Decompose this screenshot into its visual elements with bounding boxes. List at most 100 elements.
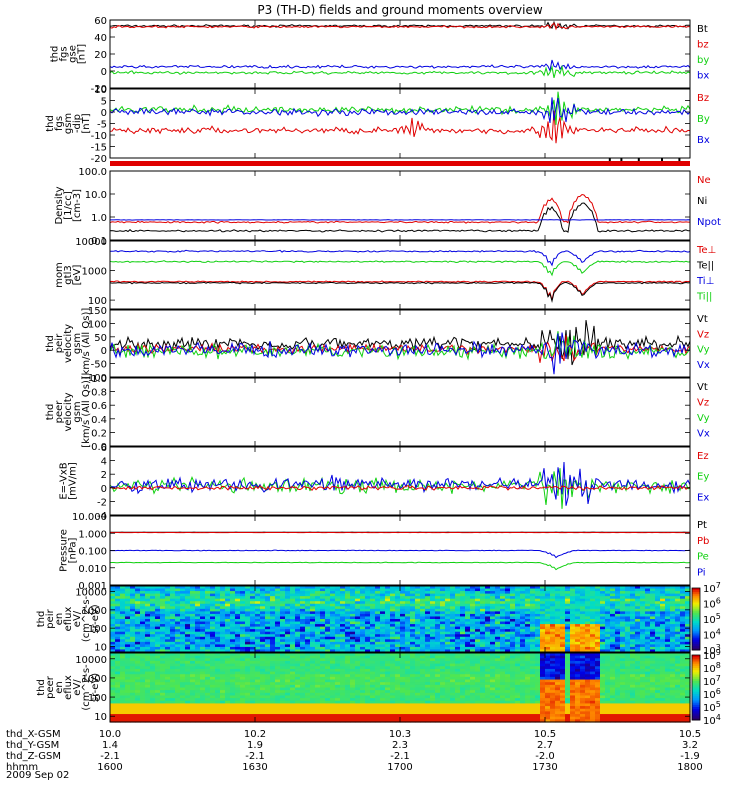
panel-frame xyxy=(109,19,691,89)
y-tick-label: 60 xyxy=(94,16,107,27)
legend-entry: Ey xyxy=(697,472,709,483)
y-tick-label: -2 xyxy=(97,497,107,508)
axis-row-value: 10.3 xyxy=(389,729,411,740)
colorbar-label: 103 xyxy=(703,643,721,657)
legend-entry: Vx xyxy=(697,429,710,440)
y-tick-label: 0.0 xyxy=(91,442,107,453)
axis-row-value: -2.1 xyxy=(100,751,120,762)
legend-entry: Vt xyxy=(697,314,708,325)
panel-frame xyxy=(109,377,691,447)
axis-row-value: 10.2 xyxy=(244,729,266,740)
legend-entry: Pe xyxy=(697,552,709,563)
y-tick-label: -10 xyxy=(91,131,107,142)
status-mark xyxy=(678,158,681,161)
panel-frame xyxy=(109,446,691,516)
axis-row-value: 1800 xyxy=(677,762,702,773)
y-tick-label: 1000 xyxy=(82,267,107,278)
y-tick-label: 0.2 xyxy=(91,428,107,439)
legend: Te⊥ Te|| Ti⊥ Ti|| xyxy=(696,245,716,303)
plot-title: P3 (TH-D) fields and ground moments over… xyxy=(257,3,542,17)
y-tick-label: 0.1 xyxy=(91,236,107,247)
legend-entry: Te⊥ xyxy=(696,245,716,256)
legend: Vt Vz Vy Vx xyxy=(697,382,710,440)
y-tick-label: -50 xyxy=(91,360,107,371)
legend-entry: Ne xyxy=(697,175,711,186)
y-tick-label: 0.4 xyxy=(91,415,107,426)
series-line xyxy=(109,59,691,73)
y-tick-label: 10000 xyxy=(75,588,107,599)
legend-entry: bx xyxy=(697,71,709,82)
axis-row-value: 2.3 xyxy=(392,740,408,751)
panel-ylabel: thdfgsgsm-dip[nT] xyxy=(45,113,92,134)
series-line xyxy=(109,91,691,125)
panel-4: momgtl3[eV] Te⊥ Te|| Ti⊥ Ti|| 10000 1000 100 xyxy=(54,237,716,310)
panel-8: Pressure[nPa] Pt Pb Pe Pi 10.000 1.000 0.100 0.0… xyxy=(59,512,710,592)
y-tick-label: 1000 xyxy=(82,674,107,685)
y-tick-label: 4 xyxy=(101,457,107,468)
legend: Bt bz by bx xyxy=(697,24,709,82)
y-tick-label: 0 xyxy=(101,346,107,357)
y-tick-label: 10.000 xyxy=(72,512,107,523)
panel-3: Density[1/cc][cm-3] Ne Ni Npot 100.0 10.0 1.0 0… xyxy=(54,167,721,247)
legend-entry: Ti|| xyxy=(696,292,712,303)
legend-entry: Te|| xyxy=(696,261,714,272)
series-line xyxy=(109,193,690,224)
axis-row-value: 10.5 xyxy=(534,729,556,740)
axis-row-value: 1630 xyxy=(242,762,267,773)
axis-row-value: 10.5 xyxy=(679,729,701,740)
y-tick-label: 10 xyxy=(94,712,107,723)
y-tick-label: 10000 xyxy=(75,655,107,666)
panel-ylabel: thdpeervelocitygsm[km/s (All Qs)] xyxy=(45,376,92,448)
y-tick-label: 1.000 xyxy=(78,529,107,540)
series-line xyxy=(109,249,691,267)
series-line xyxy=(109,320,691,366)
colorbar-label: 104 xyxy=(703,628,721,642)
y-tick-label: 5 xyxy=(101,97,107,108)
status-mark xyxy=(608,158,611,161)
colorbar-label: 107 xyxy=(703,674,721,688)
legend-entry: Vy xyxy=(697,345,710,356)
axis-row-value: -2.1 xyxy=(245,751,265,762)
time-axis: thd_X-GSM 10.0 10.2 10.3 10.5 10.5 thd_Y-GSM 1.… xyxy=(6,729,703,773)
legend: Bz By Bx xyxy=(697,93,710,146)
legend-entry: Vz xyxy=(697,329,709,340)
status-bar xyxy=(110,161,690,166)
y-tick-label: 0 xyxy=(101,67,107,78)
axis-row-value: 1730 xyxy=(532,762,557,773)
y-tick-label: -100 xyxy=(84,373,107,384)
series-line xyxy=(109,202,691,233)
legend-entry: Vz xyxy=(697,398,709,409)
y-tick-label: 150 xyxy=(88,306,107,317)
y-tick-label: 100 xyxy=(88,296,107,307)
y-tick-label: -5 xyxy=(97,120,107,131)
y-tick-label: 100.0 xyxy=(78,167,107,178)
legend-entry: Npot xyxy=(697,217,721,228)
panel-9: thdpeirenefluxeV/(cm^2-s-sr-eV) 107 106105… xyxy=(36,581,721,657)
axis-row-value: 3.2 xyxy=(682,740,698,751)
y-tick-label: -20 xyxy=(91,154,107,165)
colorbar-label: 105 xyxy=(703,700,721,714)
colorbar-label: 104 xyxy=(703,713,721,727)
series-line xyxy=(109,260,691,277)
legend-entry: Pb xyxy=(697,536,709,547)
y-tick-label: 40 xyxy=(94,33,107,44)
y-tick-label: -4 xyxy=(97,511,107,522)
panel-1: thdfgsgse[nT] Bt bz by bx 60 40 20 0 -20 xyxy=(50,16,710,95)
y-tick-label: 0.010 xyxy=(78,564,107,575)
series-line xyxy=(109,97,691,123)
y-tick-label: 1.0 xyxy=(91,374,107,385)
axis-row-value: 1.9 xyxy=(247,740,263,751)
series-line xyxy=(110,219,691,221)
panel-frame xyxy=(109,88,691,159)
y-tick-label: 10.0 xyxy=(85,190,107,201)
y-tick-label: 1.0 xyxy=(91,213,107,224)
colorbar-label: 105 xyxy=(703,612,721,626)
y-tick-label: 0 xyxy=(101,484,107,495)
status-mark xyxy=(661,158,663,161)
series-line xyxy=(109,484,691,492)
y-tick-label: -15 xyxy=(91,143,107,154)
y-tick-label: 100 xyxy=(88,319,107,330)
